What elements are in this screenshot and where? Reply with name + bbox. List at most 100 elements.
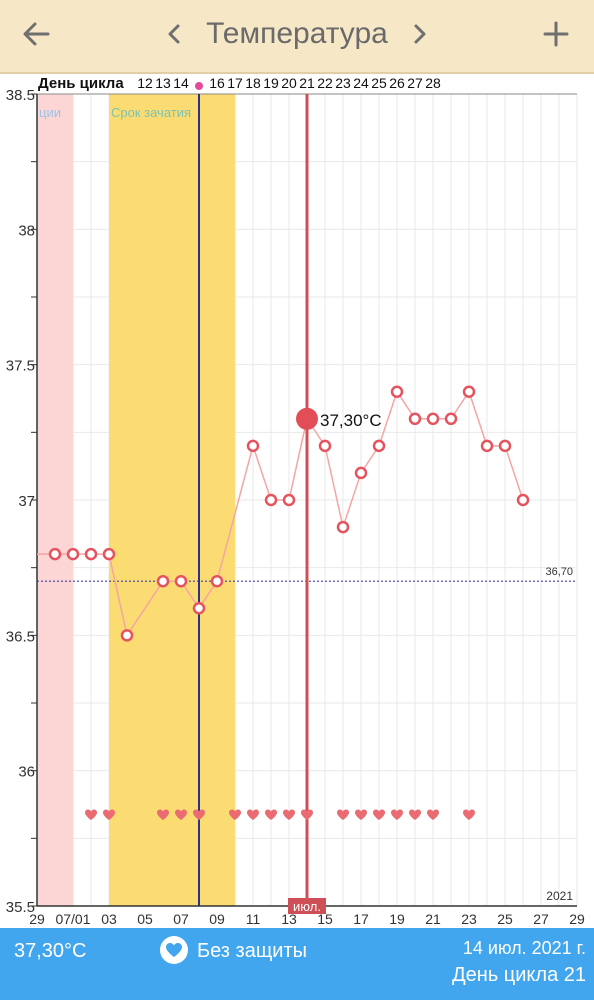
x-tick-label: 27: [533, 911, 549, 927]
plus-icon: [543, 21, 569, 47]
data-point: [444, 412, 458, 426]
data-point: [390, 385, 404, 398]
cycle-day-label: 17: [227, 75, 243, 91]
heart-icon: [373, 809, 385, 820]
add-button[interactable]: [534, 12, 578, 56]
cycle-day-label: 13: [155, 75, 171, 91]
heart-icon: [409, 809, 421, 820]
arrow-left-icon: [23, 22, 50, 46]
heart-shape: [355, 809, 367, 820]
data-point: [120, 629, 134, 642]
heart-shape: [391, 809, 403, 820]
next-button[interactable]: [406, 12, 434, 56]
cycle-day-label: 24: [353, 75, 369, 91]
heart-shape: [85, 809, 97, 820]
heart-icon: [283, 809, 295, 820]
heart-shape: [175, 809, 187, 820]
data-point: [318, 439, 332, 453]
heart-icon: [166, 943, 182, 957]
x-tick-label: 03: [101, 911, 117, 927]
data-point: [174, 574, 188, 588]
cycle-day-label: 22: [317, 75, 333, 91]
cycle-day-label: 20: [281, 75, 297, 91]
cycle-day-label: 14: [173, 75, 189, 91]
footer-cycle-day: День цикла 21: [452, 964, 586, 986]
data-point: [192, 602, 206, 615]
cycle-day-label: 21: [299, 75, 315, 91]
data-point: [372, 439, 386, 453]
coverline-label: 36,70: [545, 566, 573, 578]
band: [37, 94, 73, 906]
heart-icon: [463, 809, 475, 820]
cycle-day-title: День цикла: [38, 75, 124, 92]
heart-shape: [283, 809, 295, 820]
data-point: [462, 385, 476, 398]
y-tick-label: 35.5: [6, 899, 35, 916]
heart-icon: [301, 809, 313, 820]
x-tick-label: 17: [353, 911, 369, 927]
band-label: ции: [39, 105, 61, 120]
band-label: Срок зачатия: [111, 105, 191, 120]
cycle-day-label: 25: [371, 75, 387, 91]
data-point: [336, 520, 350, 534]
y-tick-label: 38.5: [6, 87, 35, 104]
cycle-day-label: 23: [335, 75, 351, 91]
y-tick-label: 38: [18, 222, 35, 239]
heart-icon: [193, 809, 205, 820]
heart-icon: [157, 809, 169, 820]
cycle-day-label: 27: [407, 75, 423, 91]
chevron-left-icon: [168, 24, 180, 44]
heart-shape: [247, 809, 259, 820]
cycle-day-label: 26: [389, 75, 405, 91]
data-point: [156, 574, 170, 588]
heart-shape: [427, 809, 439, 820]
data-point: [516, 493, 530, 507]
heart-icon: [265, 809, 277, 820]
x-tick-label: 23: [461, 911, 477, 927]
data-point: [354, 466, 368, 480]
heart-icon: [337, 809, 349, 820]
ovulation-marker: [195, 82, 203, 90]
cycle-day-label: 19: [263, 75, 279, 91]
x-tick-label: 07: [173, 911, 189, 927]
status-footer: 37,30°C Без защиты 14 июл. 2021 г. День …: [0, 928, 594, 1000]
data-point: [66, 547, 80, 561]
selected-point: [296, 407, 318, 430]
cycle-day-label: 16: [209, 75, 225, 91]
protection-toggle[interactable]: [160, 936, 188, 964]
footer-temperature: 37,30°C: [14, 940, 87, 962]
heart-shape: [157, 809, 169, 820]
selected-month-label: июл.: [293, 899, 321, 914]
selected-month-badge: [288, 898, 326, 914]
protection-label: Без защиты: [197, 940, 307, 962]
heart-shape: [229, 809, 241, 820]
selected-point-label: 37,30°C: [320, 411, 382, 430]
chevron-right-icon: [414, 24, 426, 44]
heart-shape: [301, 809, 313, 820]
data-point: [480, 439, 494, 453]
x-tick-label: 29: [569, 911, 585, 927]
back-button[interactable]: [14, 12, 58, 56]
cycle-day-label: 18: [245, 75, 261, 91]
year-label: 2021: [546, 889, 573, 903]
footer-date: 14 июл. 2021 г.: [462, 938, 586, 958]
heart-shape: [463, 809, 475, 820]
y-tick-label: 36: [18, 764, 35, 781]
heart-icon: [103, 809, 115, 820]
heart-icon: [355, 809, 367, 820]
page-title: Температура: [206, 17, 388, 50]
heart-shape: [193, 809, 205, 820]
x-tick-label: 09: [209, 911, 225, 927]
previous-button[interactable]: [160, 12, 188, 56]
heart-icon: [85, 809, 97, 820]
x-tick-label: 21: [425, 911, 441, 927]
data-point: [246, 439, 260, 453]
x-tick-label: 05: [137, 911, 153, 927]
x-tick-label: 13: [281, 911, 297, 927]
y-tick-label: 36.5: [6, 628, 35, 645]
temperature-chart[interactable]: ции Срок зачатия 35.5 36 36.5 37 37.5 38 38.5 29 0…: [0, 74, 594, 928]
heart-icon: [175, 809, 187, 820]
data-point: [282, 493, 296, 507]
heart-shape: [337, 809, 349, 820]
heart-icon: [229, 809, 241, 820]
